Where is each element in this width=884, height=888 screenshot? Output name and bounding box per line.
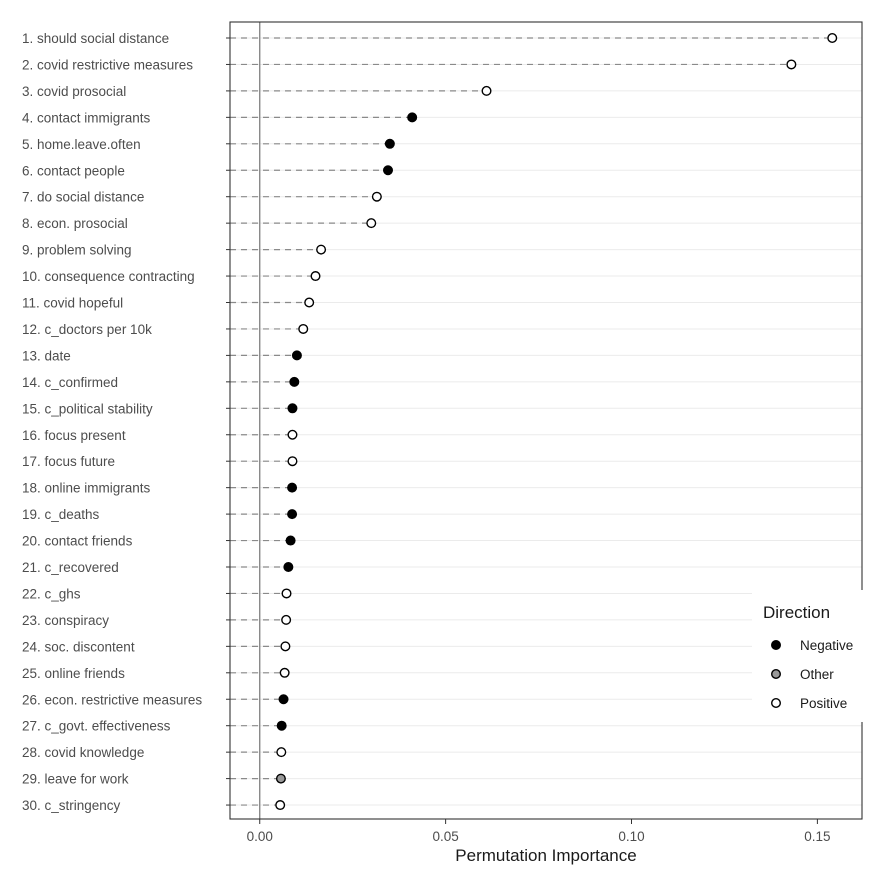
y-tick-label: 20. contact friends <box>22 534 133 549</box>
data-point-negative <box>287 403 298 414</box>
y-tick-label: 6. contact people <box>22 163 125 178</box>
y-tick-label: 29. leave for work <box>22 772 129 787</box>
data-point-positive <box>279 667 290 678</box>
data-point-positive <box>366 218 377 229</box>
legend-items: Negative Other Positive <box>771 638 853 711</box>
data-point-negative <box>384 138 395 149</box>
legend-key-positive <box>771 698 782 709</box>
data-point-negative <box>285 535 296 546</box>
data-point-negative <box>289 376 300 387</box>
y-tick-label: 12. c_doctors per 10k <box>22 322 152 337</box>
y-tick-label: 7. do social distance <box>22 190 144 205</box>
y-tick-label: 11. covid hopeful <box>22 296 123 311</box>
dashed-segments <box>230 37 833 806</box>
data-point-positive <box>298 323 309 334</box>
data-point-positive <box>827 33 838 44</box>
data-point-positive <box>275 800 286 811</box>
y-tick-label: 5. home.leave.often <box>22 137 141 152</box>
y-tick-label: 15. c_political stability <box>22 401 153 416</box>
y-tick-label: 4. contact immigrants <box>22 110 151 125</box>
data-point-negative <box>283 562 294 573</box>
data-point-negative <box>407 112 418 123</box>
y-tick-label: 17. focus future <box>22 454 115 469</box>
data-point-positive <box>280 641 291 652</box>
y-tick-label: 30. c_stringency <box>22 798 121 813</box>
legend-key-negative <box>771 640 782 651</box>
y-tick-label: 16. focus present <box>22 428 126 443</box>
x-tick-label: 0.15 <box>804 829 830 844</box>
data-point-positive <box>481 85 492 96</box>
data-point-positive <box>281 614 292 625</box>
data-point-positive <box>287 456 298 467</box>
y-tick-label: 13. date <box>22 348 71 363</box>
data-point-positive <box>310 271 321 282</box>
data-point-negative <box>291 350 302 361</box>
data-points <box>275 33 838 811</box>
y-axis-labels: 1. should social distance 2. covid restri… <box>22 31 202 813</box>
y-tick-label: 27. c_govt. effectiveness <box>22 719 171 734</box>
data-point-negative <box>383 165 394 176</box>
data-point-negative <box>276 720 287 731</box>
y-tick-label: 24. soc. discontent <box>22 639 135 654</box>
y-tick-label: 8. econ. prosocial <box>22 216 128 231</box>
legend-key-other <box>771 669 782 680</box>
y-tick-label: 21. c_recovered <box>22 560 119 575</box>
legend: Direction Negative Other Positive <box>752 590 880 722</box>
x-tick-label: 0.00 <box>247 829 273 844</box>
data-point-negative <box>287 482 298 493</box>
data-point-negative <box>287 509 298 520</box>
legend-title: Direction <box>763 603 830 622</box>
data-point-negative <box>278 694 289 705</box>
data-point-positive <box>276 747 287 758</box>
panel-border <box>229 21 863 820</box>
y-tick-label: 28. covid knowledge <box>22 745 144 760</box>
y-tick-label: 26. econ. restrictive measures <box>22 692 202 707</box>
y-tick-label: 3. covid prosocial <box>22 84 126 99</box>
x-tick-label: 0.10 <box>618 829 644 844</box>
data-point-positive <box>316 244 327 255</box>
legend-label: Negative <box>800 638 853 653</box>
x-tick-label: 0.05 <box>432 829 458 844</box>
data-point-positive <box>304 297 315 308</box>
y-tick-label: 2. covid restrictive measures <box>22 57 193 72</box>
y-tick-label: 19. c_deaths <box>22 507 100 522</box>
data-point-positive <box>786 59 797 70</box>
y-tick-label: 14. c_confirmed <box>22 375 118 390</box>
y-tick-label: 23. conspiracy <box>22 613 109 628</box>
y-tick-label: 18. online immigrants <box>22 481 151 496</box>
legend-label: Positive <box>800 696 847 711</box>
data-point-positive <box>371 191 382 202</box>
legend-label: Other <box>800 667 834 682</box>
y-tick-label: 9. problem solving <box>22 243 132 258</box>
y-tick-label: 10. consequence contracting <box>22 269 195 284</box>
y-tick-label: 1. should social distance <box>22 31 169 46</box>
y-tick-label: 25. online friends <box>22 666 125 681</box>
y-tick-label: 22. c_ghs <box>22 586 81 601</box>
y-axis-ticks <box>226 37 230 806</box>
data-point-positive <box>281 588 292 599</box>
x-axis-title: Permutation Importance <box>455 846 636 865</box>
data-point-positive <box>287 429 298 440</box>
x-axis: 0.00 0.05 0.10 0.15 <box>247 819 831 844</box>
data-point-other <box>275 773 286 784</box>
